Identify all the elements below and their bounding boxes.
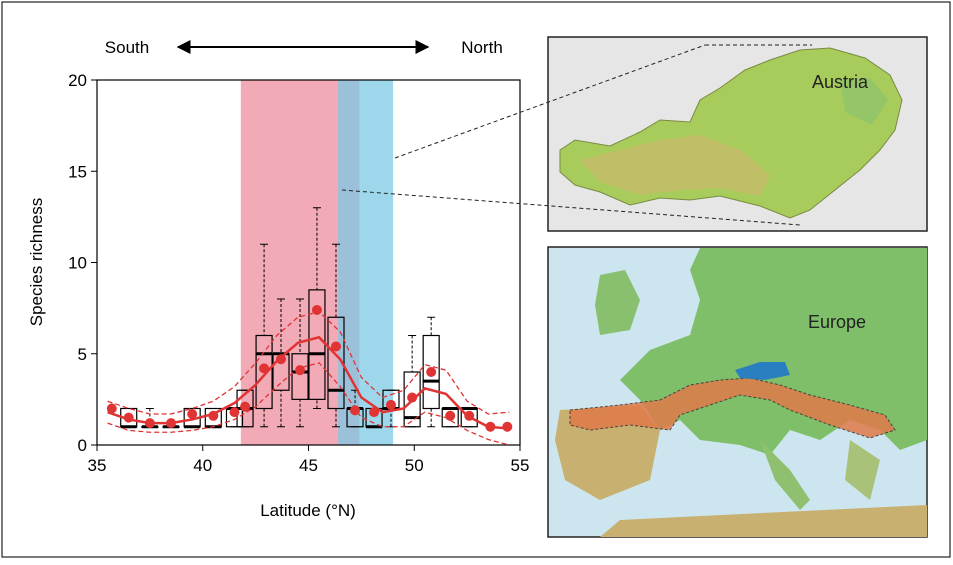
mean-point	[208, 411, 218, 421]
mean-point	[464, 411, 474, 421]
annotation: South	[105, 38, 149, 57]
x-tick-label: 40	[193, 456, 212, 475]
mean-point	[407, 393, 417, 403]
inset-label: Austria	[812, 72, 869, 92]
mean-point	[229, 407, 239, 417]
y-tick-label: 15	[68, 162, 87, 181]
mean-point	[485, 422, 495, 432]
x-tick-label: 45	[299, 456, 318, 475]
mean-point	[369, 407, 379, 417]
plot: 0 5 10 15 20 35 40 45 50 55	[68, 71, 529, 475]
x-tick-label: 35	[88, 456, 107, 475]
y-axis-label: Species richness	[27, 198, 46, 327]
mean-point	[502, 422, 512, 432]
mean-point	[124, 413, 134, 423]
mean-point	[145, 418, 155, 428]
mean-point	[240, 402, 250, 412]
figure: 051015203540455055 Austria Europe South …	[0, 0, 953, 560]
europe-map: Europe	[548, 247, 927, 537]
inset-label: Europe	[808, 312, 866, 332]
mean-point	[259, 363, 269, 373]
mean-point	[426, 367, 436, 377]
x-tick-label: 50	[405, 456, 424, 475]
mean-point	[107, 404, 117, 414]
mean-point	[295, 365, 305, 375]
x-axis-label: Latitude (°N)	[260, 501, 356, 520]
mean-point	[187, 409, 197, 419]
mean-point	[350, 405, 360, 415]
page: {"chart_data":{"type":"box","xlabel":"La…	[0, 0, 953, 560]
mean-point	[386, 400, 396, 410]
mean-point	[312, 305, 322, 315]
y-tick-label: 20	[68, 71, 87, 90]
annotation: North	[461, 38, 503, 57]
mean-point	[166, 418, 176, 428]
austria-map: Austria	[548, 37, 927, 231]
x-tick-label: 55	[511, 456, 530, 475]
y-tick-label: 0	[78, 436, 87, 455]
mean-point	[445, 411, 455, 421]
mean-point	[331, 341, 341, 351]
mean-point	[276, 354, 286, 364]
y-tick-label: 5	[78, 345, 87, 364]
y-tick-label: 10	[68, 254, 87, 273]
